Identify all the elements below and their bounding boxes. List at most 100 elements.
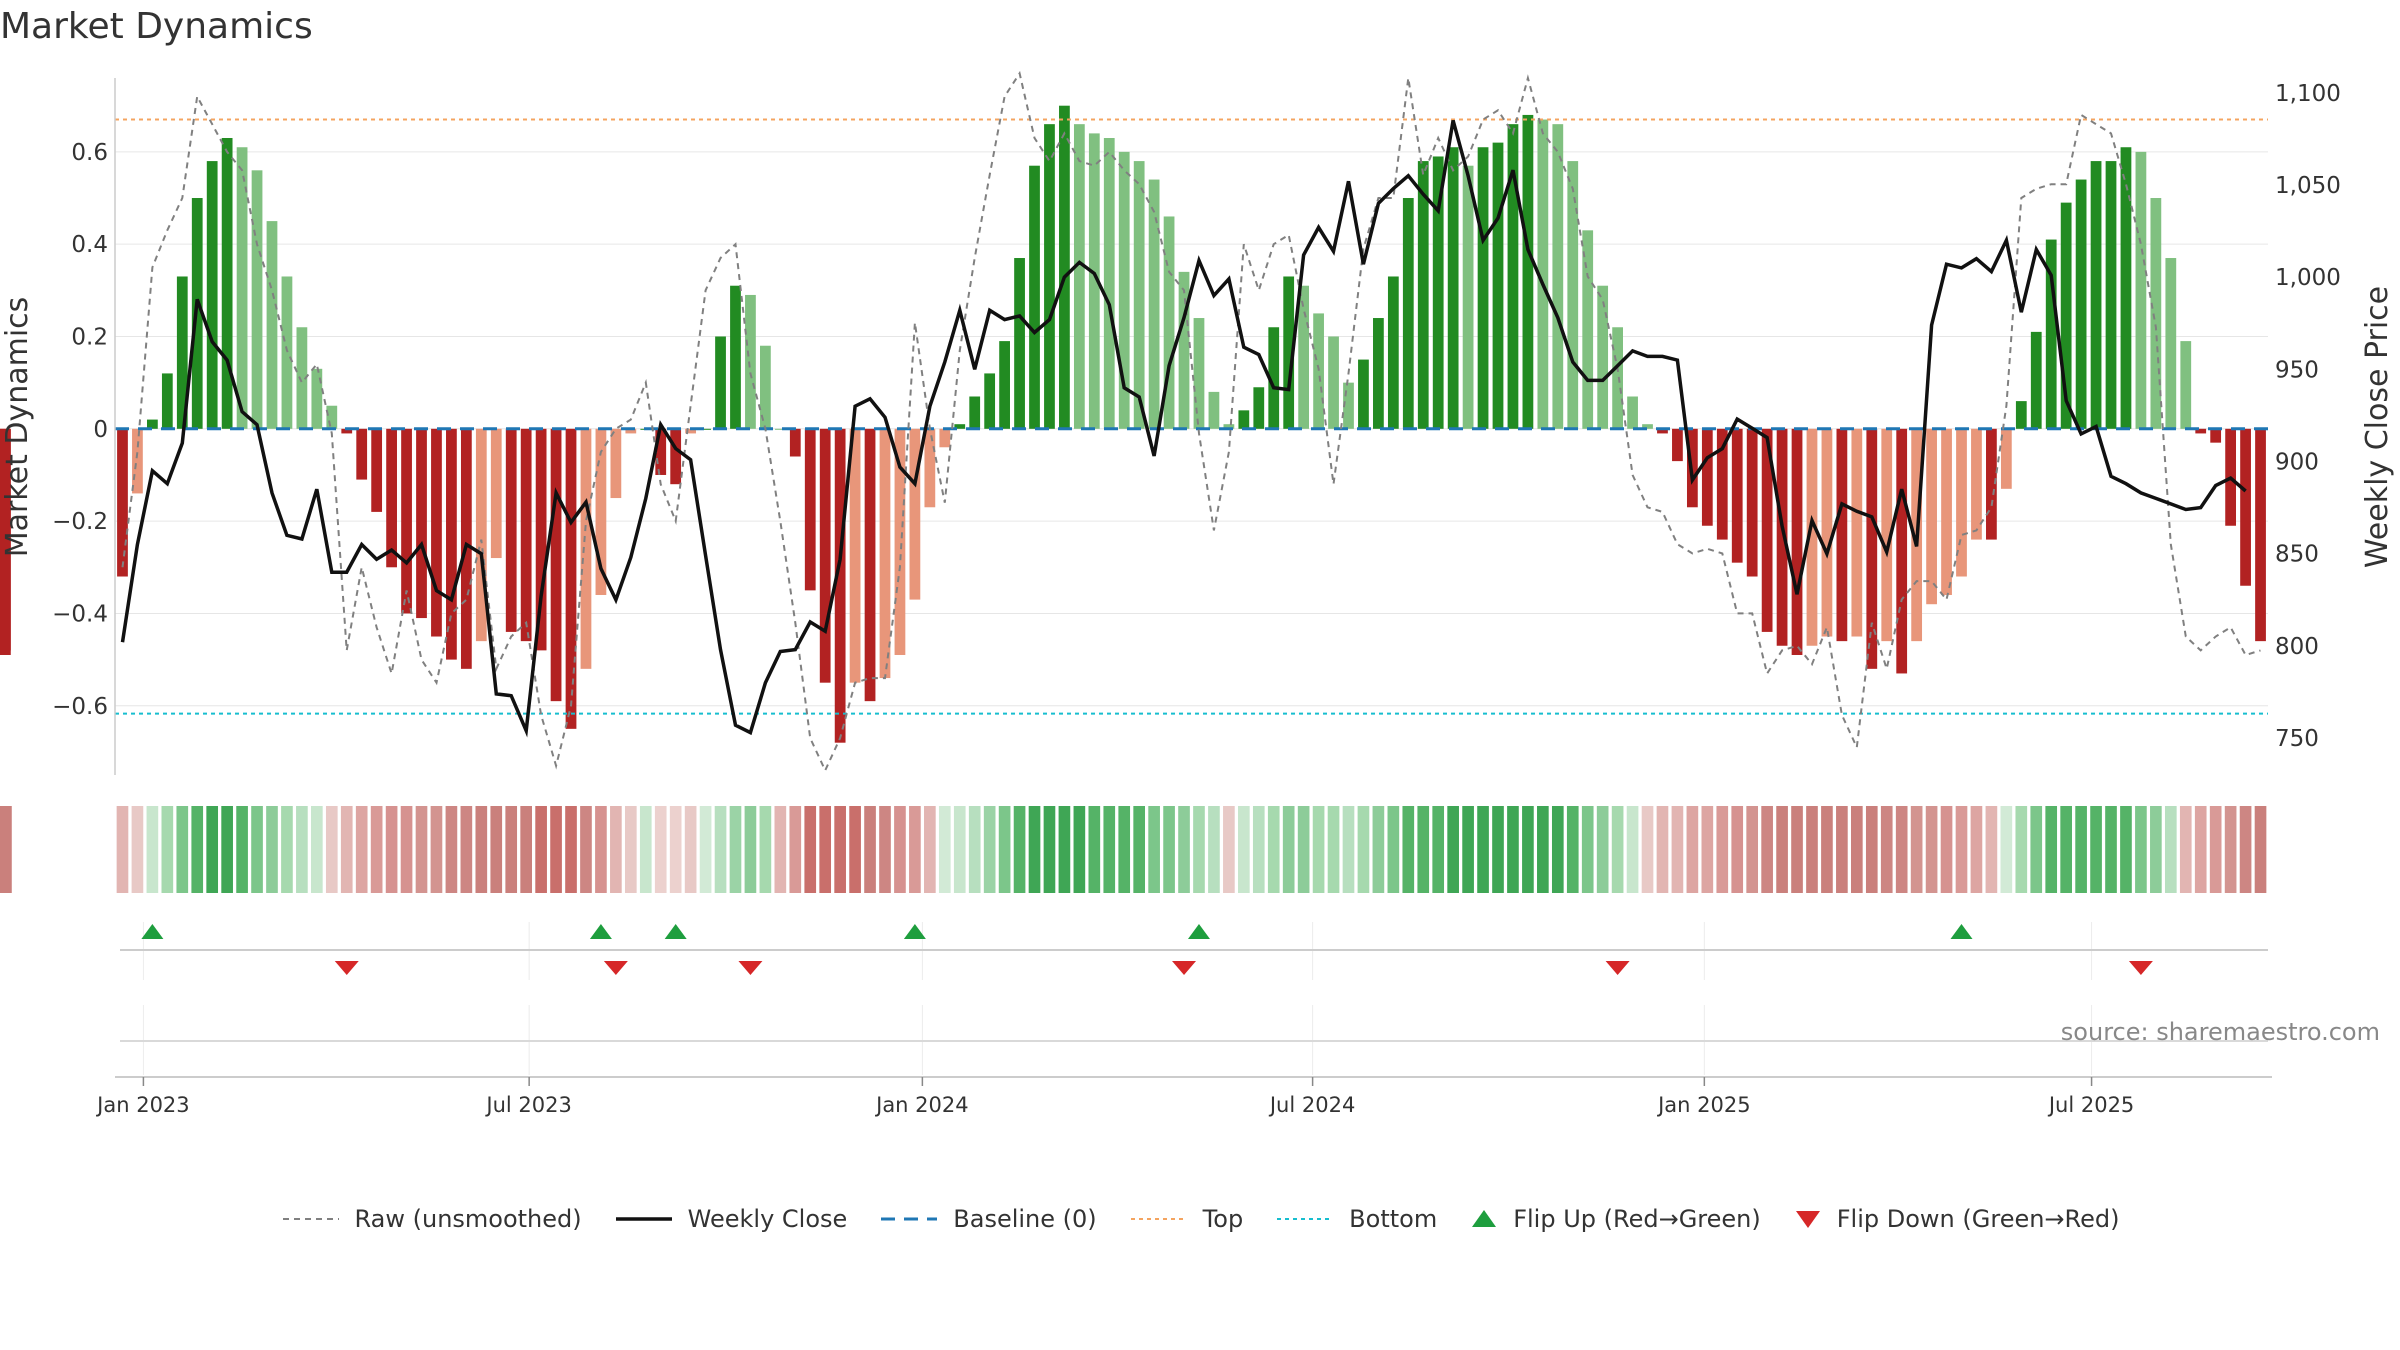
regime-strip-cell xyxy=(1103,806,1116,893)
regime-strip-cell xyxy=(1865,806,1878,893)
legend-dashed-gray-icon xyxy=(282,1218,339,1220)
market-dynamics-bar xyxy=(311,368,323,429)
market-dynamics-bar xyxy=(1701,428,1713,526)
market-dynamics-bar xyxy=(416,428,427,619)
market-dynamics-bar xyxy=(894,428,906,655)
market-dynamics-bar xyxy=(2060,202,2072,429)
market-dynamics-bar xyxy=(1223,424,1235,429)
market-dynamics-bar xyxy=(1507,124,1519,429)
regime-strip-cell xyxy=(0,806,12,893)
market-dynamics-bar xyxy=(1971,428,1982,540)
market-dynamics-bar xyxy=(132,428,143,494)
y-left-tick-label: −0.6 xyxy=(52,694,108,720)
market-dynamics-bar xyxy=(1567,161,1579,429)
regime-strip-cell xyxy=(595,806,607,893)
flip-up-marker xyxy=(664,924,687,939)
market-dynamics-bar xyxy=(2150,198,2162,429)
y-right-tick-label: 1,050 xyxy=(2275,173,2341,199)
market-dynamics-bar xyxy=(1866,428,1878,669)
market-dynamics-bar xyxy=(1986,428,1997,540)
regime-strip-cell xyxy=(1806,806,1818,893)
market-dynamics-bar xyxy=(999,341,1010,429)
market-dynamics-bar xyxy=(1851,428,1863,637)
market-dynamics-bar xyxy=(685,428,697,434)
regime-strip-cell xyxy=(1656,806,1669,893)
market-dynamics-bar xyxy=(1328,336,1339,429)
regime-strip-cell xyxy=(2105,806,2117,893)
regime-strip-cell xyxy=(2254,806,2267,893)
regime-strip-cell xyxy=(1073,806,1086,893)
y-left-tick-label: 0.4 xyxy=(71,232,108,258)
regime-strip-cell xyxy=(714,806,727,893)
regime-strip-cell xyxy=(2209,806,2222,893)
market-dynamics-bar xyxy=(1148,179,1160,429)
regime-strip-cell xyxy=(445,806,458,893)
regime-strip-cell xyxy=(296,806,308,893)
y-left-tick-label: −0.4 xyxy=(52,601,108,627)
regime-strip-cell xyxy=(1686,806,1699,893)
market-dynamics-bar xyxy=(819,428,831,683)
flip-markers-panel xyxy=(120,922,2268,980)
market-dynamics-bar xyxy=(1133,161,1145,429)
y-right-tick-label: 1,100 xyxy=(2275,81,2341,107)
regime-strip-cell xyxy=(1596,806,1609,893)
regime-strip-cell xyxy=(1626,806,1639,893)
regime-strip-cell xyxy=(1761,806,1773,893)
flip-down-marker xyxy=(738,961,763,975)
market-dynamics-bar xyxy=(595,428,607,595)
regime-strip-cell xyxy=(1925,806,1938,893)
legend-item-raw: Raw (unsmoothed) xyxy=(281,1205,582,1233)
x-tick-label: Jan 2025 xyxy=(1656,1093,1751,1117)
market-dynamics-bar xyxy=(1163,216,1175,429)
legend-triangle-up-icon xyxy=(1472,1210,1497,1227)
market-dynamics-bar xyxy=(700,428,711,430)
market-dynamics-bar xyxy=(535,428,547,651)
regime-strip-cell xyxy=(430,806,443,893)
market-dynamics-bar xyxy=(1059,105,1070,429)
regime-strip-cell xyxy=(251,806,263,893)
regime-strip-cell xyxy=(1432,806,1445,893)
regime-strip-cell xyxy=(1791,806,1803,893)
regime-strip-cell xyxy=(639,806,652,893)
market-dynamics-bar xyxy=(1657,428,1668,434)
market-dynamics-bar xyxy=(1253,387,1265,429)
regime-strip-cell xyxy=(953,806,966,893)
market-dynamics-bar xyxy=(1387,276,1399,429)
market-dynamics-bar xyxy=(296,327,308,429)
flip-down-marker xyxy=(334,961,359,975)
regime-strip-cell xyxy=(684,806,697,893)
market-dynamics-bar xyxy=(475,428,487,642)
legend-item-baseline: Baseline (0) xyxy=(879,1205,1097,1233)
regime-strip-cell xyxy=(1133,806,1146,893)
market-dynamics-bar xyxy=(2105,161,2117,429)
market-dynamics-bar xyxy=(730,285,741,429)
market-dynamics-bar xyxy=(386,428,397,568)
regime-strip-cell xyxy=(535,806,547,893)
legend-triangle-down-icon xyxy=(1795,1211,1820,1228)
regime-strip-cell xyxy=(2120,806,2132,893)
regime-strip-cell xyxy=(550,806,562,893)
market-dynamics-bar xyxy=(117,428,128,577)
market-dynamics-bar xyxy=(939,428,951,448)
regime-strip-cell xyxy=(2150,806,2162,893)
regime-strip-cell xyxy=(1910,806,1923,893)
regime-strip-cell xyxy=(2194,806,2207,893)
market-dynamics-bar xyxy=(804,428,816,591)
axes-layer: −0.6 −0.4 −0.2 0 0.2 0.4 0.6 750 800 850 900 950 1,0… xyxy=(52,78,2341,775)
regime-strip-cell xyxy=(131,806,144,893)
regime-strip-cell xyxy=(1237,806,1250,893)
flip-down-marker xyxy=(1172,961,1197,975)
legend-label: Baseline (0) xyxy=(953,1205,1097,1233)
market-dynamics-bar xyxy=(0,428,11,655)
regime-strip-cell xyxy=(1327,806,1340,893)
y-right-tick-label: 800 xyxy=(2275,634,2319,660)
legend-item-flip-up: Flip Up (Red→Green) xyxy=(1469,1205,1761,1233)
regime-strip-cell xyxy=(266,806,278,893)
regime-strip-cell xyxy=(2060,806,2072,893)
y-left-tick-label: 0.6 xyxy=(71,140,108,166)
market-dynamics-bar xyxy=(221,138,233,429)
legend-label: Top xyxy=(1202,1205,1244,1233)
market-dynamics-bar xyxy=(161,373,173,429)
regime-strip-cell xyxy=(281,806,293,893)
regime-strip-cell xyxy=(370,806,383,893)
